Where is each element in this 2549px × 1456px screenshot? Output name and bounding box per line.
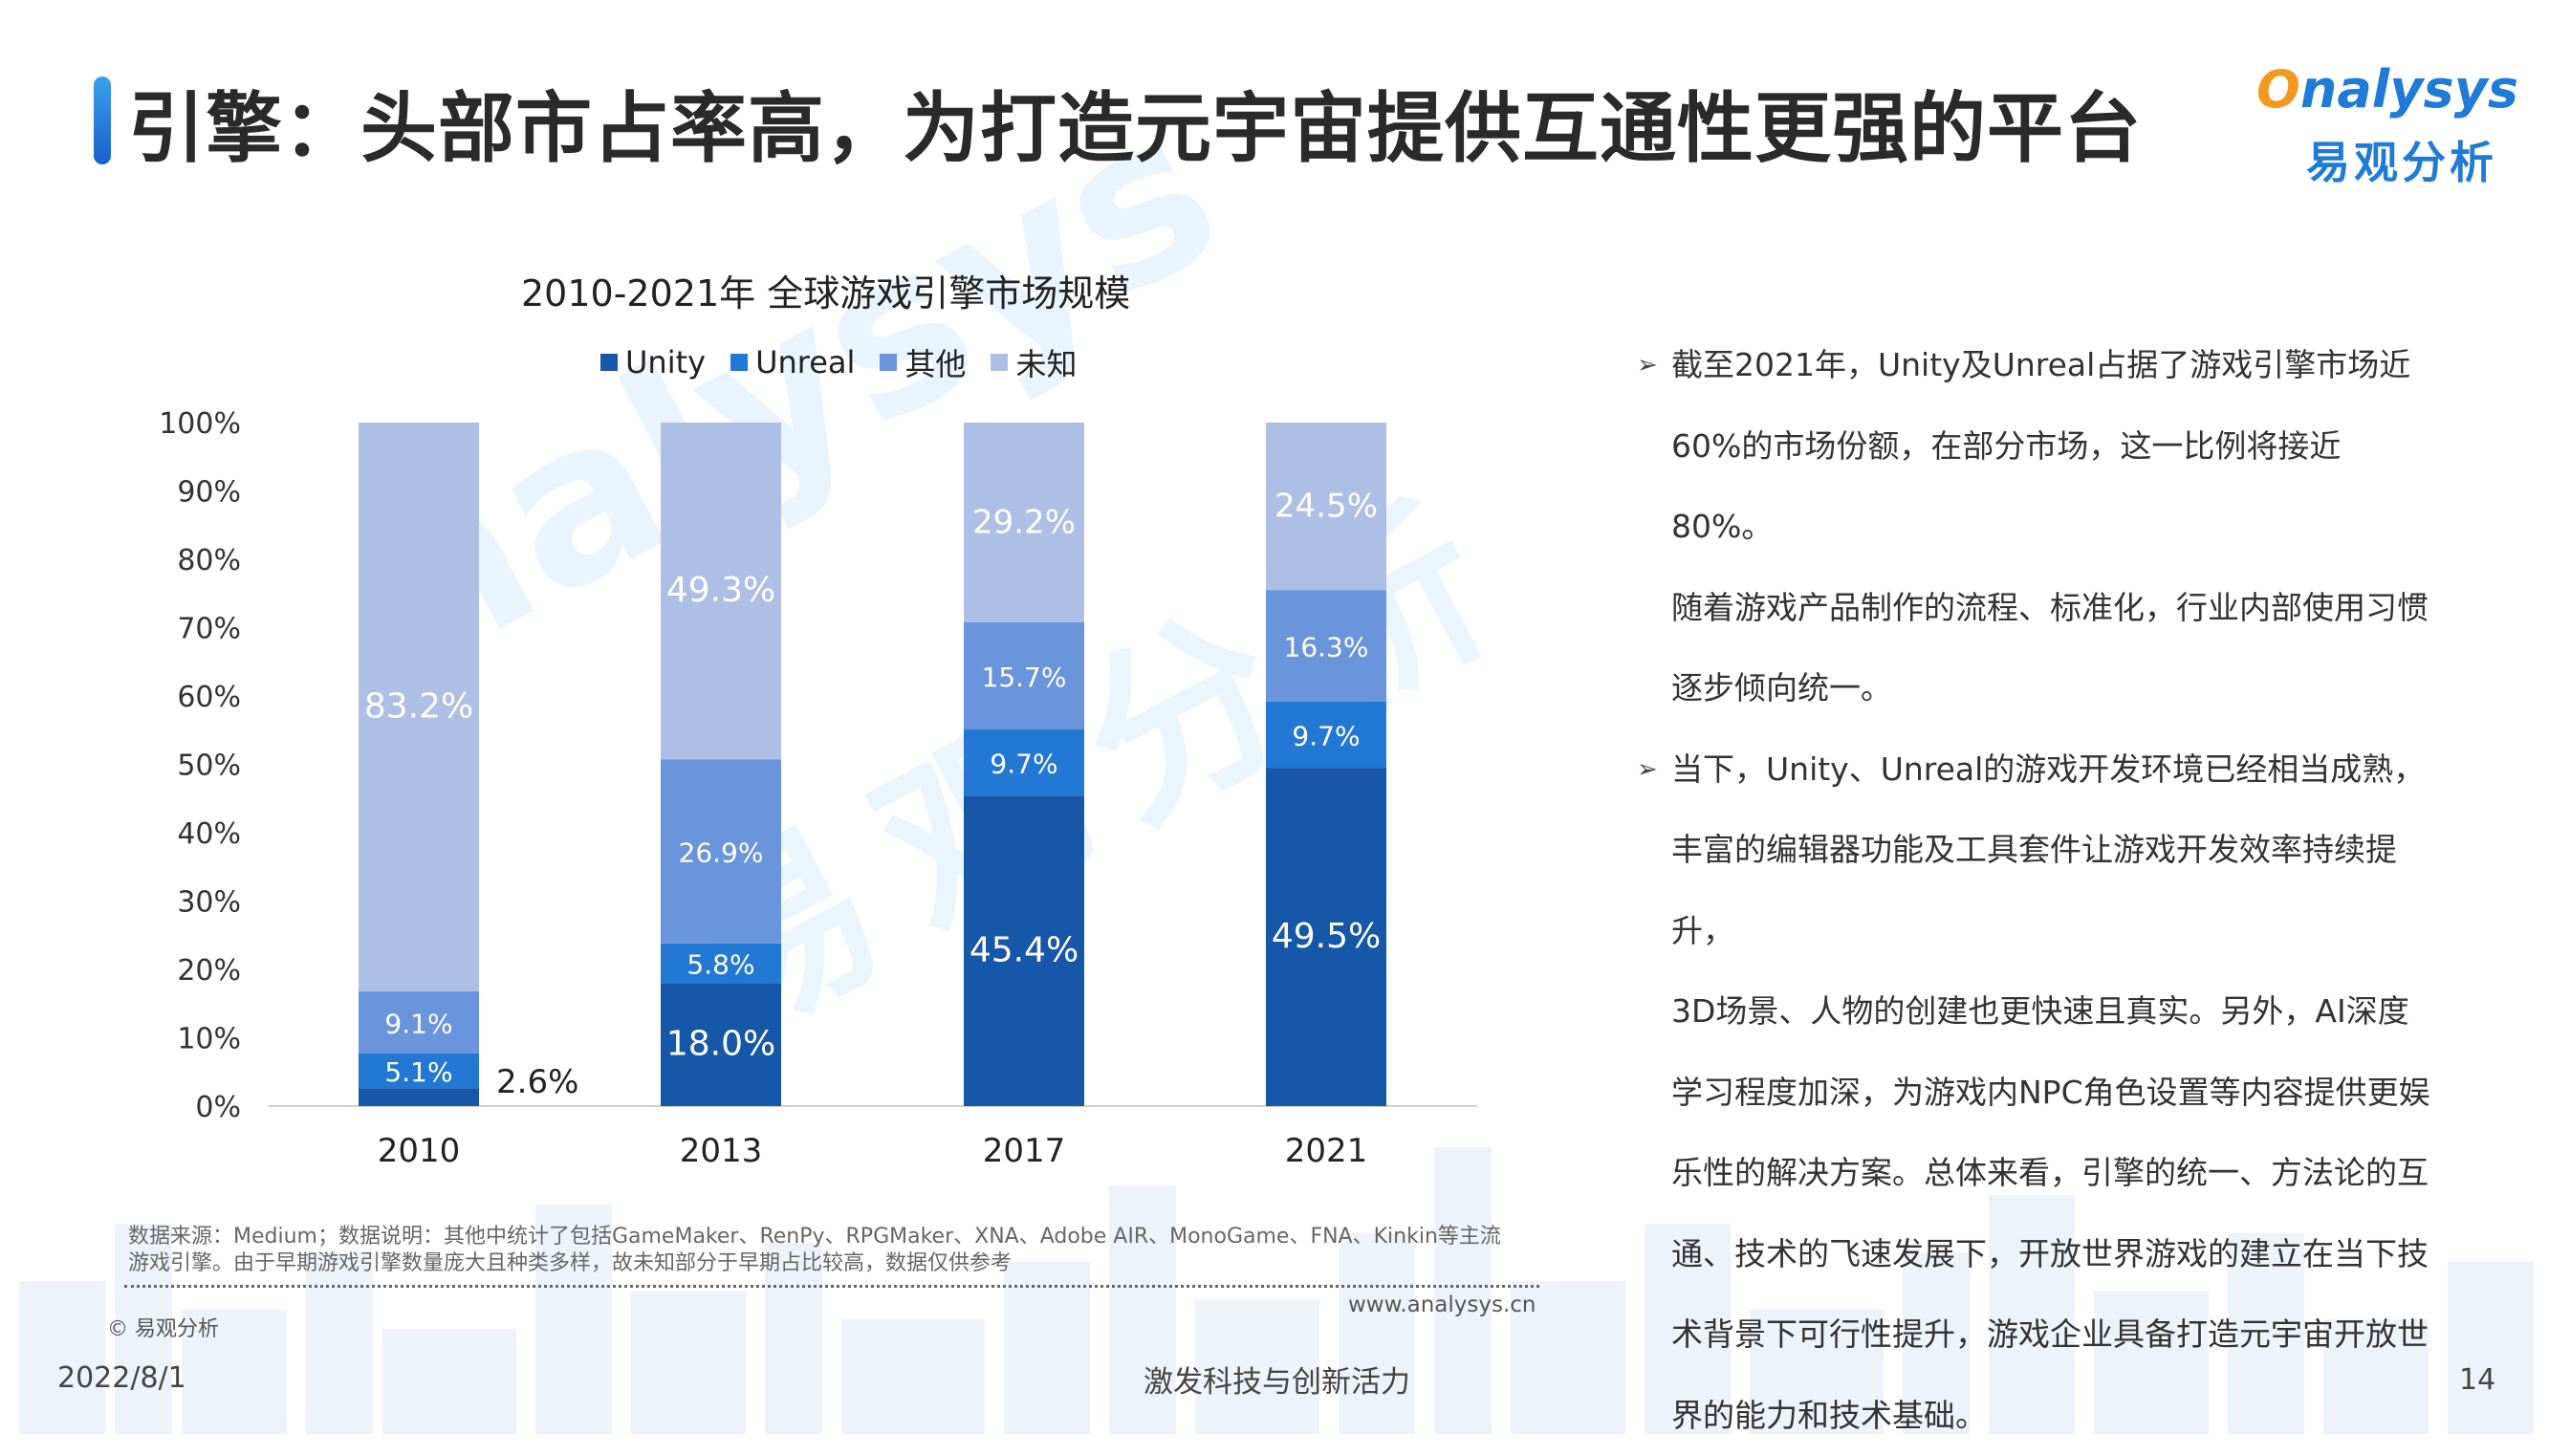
data-label: 26.9% [679,837,764,869]
bullet-line: 3D场景、人物的创建也更快速且真实。另外，AI深度 [1671,971,2440,1053]
y-tick-label: 70% [177,613,241,646]
bullet-line: 乐性的解决方案。总体来看，引擎的统一、方法论的互 [1671,1133,2440,1214]
logo-o: O [2256,59,2300,120]
legend-swatch-unknown [991,354,1008,371]
source-line: 游戏引擎。由于早期游戏引擎数量庞大且种类多样，故未知部分于早期占比较高，数据仅供… [128,1250,1534,1277]
bullet-line: 当下，Unity、Unreal的游戏开发环境已经相当成熟， [1671,729,2440,811]
bullet-line: 界的能力和技术基础。 [1671,1376,2440,1456]
bullet-line: 丰富的编辑器功能及工具套件让游戏开发效率持续提升， [1671,810,2440,971]
data-label: 49.3% [666,571,775,610]
bullet-line: 逐步倾向统一。 [1671,648,2440,729]
legend-label-other: 其他 [904,340,966,384]
legend-label-unity: Unity [625,344,706,380]
bullet-arrow-icon: ➢ [1637,729,1658,811]
data-label: 5.8% [686,949,754,981]
data-label: 5.1% [384,1056,452,1088]
y-tick-label: 20% [177,954,241,988]
legend-swatch-unity [600,354,618,371]
page-title: 引擎：头部市占率高，为打造元宇宙提供互通性更强的平台 [128,67,2142,178]
data-label: 83.2% [364,686,473,726]
chart-title: 2010-2021年 全球游戏引擎市场规模 [521,264,1130,316]
y-tick-label: 50% [177,750,241,783]
page-number: 14 [2459,1363,2495,1397]
y-tick-label: 80% [177,544,241,577]
x-tick-label: 2021 [1285,1132,1368,1170]
data-label: 49.5% [1272,917,1381,956]
report-date: 2022/8/1 [57,1361,186,1395]
x-tick-label: 2013 [680,1132,763,1170]
data-label: 29.2% [972,503,1076,541]
legend-item-unreal: Unreal [730,340,855,384]
bar-segment [359,1088,479,1106]
bullet-line: 60%的市场份额，在部分市场，这一比例将接近80%。 [1671,406,2440,568]
y-tick-label: 60% [177,681,241,714]
bullet-line: 通、技术的飞速发展下，开放世界游戏的建立在当下技 [1671,1214,2440,1295]
legend-item-unity: Unity [600,340,706,384]
data-label: 9.7% [990,749,1057,780]
bullet-item: ➢ 截至2021年，Unity及Unreal占据了游戏引擎市场近 60%的市场份… [1637,325,2440,729]
data-label: 9.7% [1292,720,1360,751]
chart-legend: Unity Unreal 其他 未知 [600,340,1077,384]
y-tick-label: 0% [195,1091,241,1124]
y-tick-label: 10% [177,1023,241,1056]
bullet-item: ➢ 当下，Unity、Unreal的游戏开发环境已经相当成熟， 丰富的编辑器功能… [1637,729,2440,1456]
footer-slogan: 激发科技与创新活力 [1144,1358,1410,1401]
bullet-line: 随着游戏产品制作的流程、标准化，行业内部使用习惯 [1671,568,2440,649]
website-link[interactable]: www.analysys.cn [1348,1293,1536,1317]
legend-item-other: 其他 [880,340,966,384]
y-tick-label: 30% [177,886,241,920]
bullet-line: 截至2021年，Unity及Unreal占据了游戏引擎市场近 [1671,325,2440,406]
legend-label-unknown: 未知 [1015,340,1077,384]
y-tick-label: 90% [177,476,241,510]
analysys-logo: Onalysys 易观分析 [2256,59,2515,193]
copyright-text: © 易观分析 [107,1312,219,1342]
data-label: 45.4% [969,931,1078,970]
bullet-list: ➢ 截至2021年，Unity及Unreal占据了游戏引擎市场近 60%的市场份… [1637,325,2440,1456]
source-line: 数据来源：Medium；数据说明：其他中统计了包括GameMaker、RenPy… [128,1224,1534,1250]
legend-label-unreal: Unreal [755,344,855,380]
legend-swatch-unreal [730,354,748,371]
y-tick-label: 40% [177,817,241,851]
data-label: 2.6% [496,1063,578,1101]
bullet-line: 术背景下可行性提升，游戏企业具备打造元宇宙开放世 [1671,1294,2440,1376]
data-label: 9.1% [384,1008,452,1039]
legend-item-unknown: 未知 [991,340,1077,384]
logo-english: Onalysys [2256,59,2518,120]
data-label: 16.3% [1284,631,1369,663]
x-tick-label: 2010 [378,1132,461,1170]
footer-divider [124,1285,1539,1288]
title-accent-bar [94,76,111,164]
bullet-arrow-icon: ➢ [1637,325,1658,406]
logo-chinese: 易观分析 [2306,128,2497,191]
x-tick-label: 2017 [983,1132,1066,1170]
y-tick-label: 100% [159,407,241,441]
legend-swatch-other [880,354,897,371]
logo-rest: nalysys [2300,59,2518,120]
data-label: 24.5% [1274,488,1378,526]
data-label: 15.7% [982,662,1067,693]
bullet-line: 学习程度加深，为游戏内NPC角色设置等内容提供更娱 [1671,1053,2440,1134]
data-source-note: 数据来源：Medium；数据说明：其他中统计了包括GameMaker、RenPy… [128,1224,1534,1277]
data-label: 18.0% [666,1025,775,1064]
